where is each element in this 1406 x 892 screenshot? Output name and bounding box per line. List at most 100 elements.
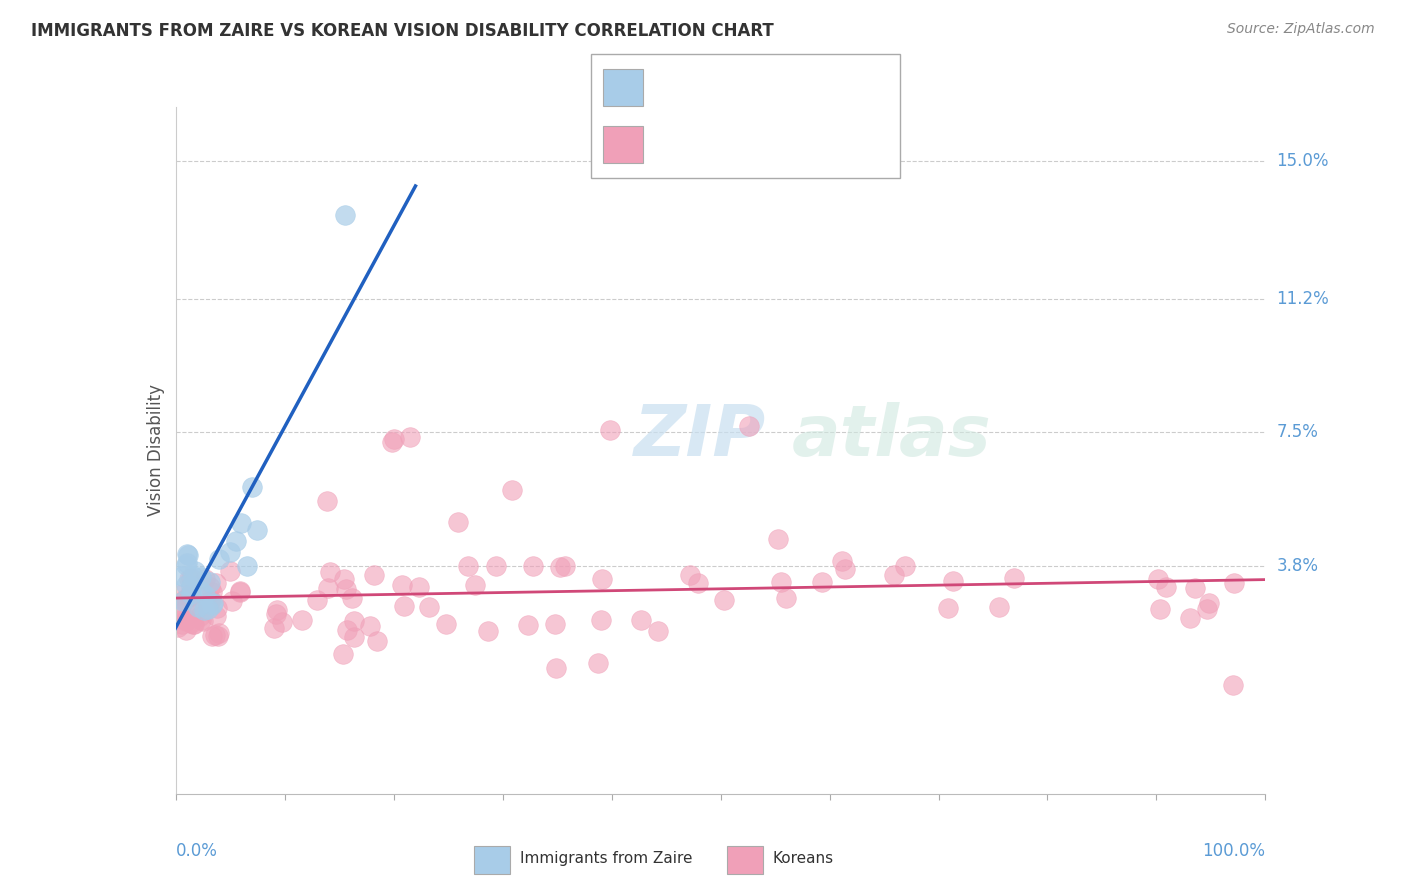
Text: 0.0%: 0.0% — [176, 842, 218, 860]
FancyBboxPatch shape — [474, 846, 509, 874]
Text: Koreans: Koreans — [773, 851, 834, 866]
Text: Source: ZipAtlas.com: Source: ZipAtlas.com — [1227, 22, 1375, 37]
Point — [399, 430, 422, 444]
Point — [200, 592, 222, 607]
Point — [359, 619, 381, 633]
Point — [172, 594, 194, 608]
Point — [190, 608, 212, 623]
Point — [1178, 611, 1201, 625]
Point — [340, 591, 363, 606]
Point — [544, 617, 567, 632]
Point — [180, 587, 202, 601]
Point — [485, 559, 508, 574]
Point — [179, 590, 201, 604]
FancyBboxPatch shape — [727, 846, 762, 874]
Point — [207, 629, 229, 643]
Point — [335, 582, 357, 597]
Point — [408, 580, 430, 594]
Point — [198, 594, 221, 608]
Point — [176, 547, 198, 561]
Point — [769, 574, 792, 589]
Point — [184, 564, 207, 578]
Point — [343, 630, 366, 644]
Point — [246, 523, 269, 537]
Point — [201, 598, 224, 612]
Point — [501, 483, 523, 497]
Point — [1222, 678, 1244, 692]
Point — [548, 560, 571, 574]
Point — [180, 571, 202, 585]
Point — [464, 578, 486, 592]
Point — [204, 609, 226, 624]
Point — [738, 418, 761, 433]
Point — [187, 599, 209, 614]
Point — [173, 592, 195, 607]
Point — [332, 572, 354, 586]
Point — [434, 616, 457, 631]
Point — [942, 574, 965, 589]
Point — [240, 480, 263, 494]
Point — [174, 614, 197, 628]
Point — [179, 587, 201, 601]
Point — [366, 633, 388, 648]
Point — [319, 565, 342, 579]
Point — [1154, 580, 1177, 594]
Text: IMMIGRANTS FROM ZAIRE VS KOREAN VISION DISABILITY CORRELATION CHART: IMMIGRANTS FROM ZAIRE VS KOREAN VISION D… — [31, 22, 773, 40]
Point — [225, 533, 247, 548]
Point — [266, 603, 288, 617]
Point — [190, 613, 212, 627]
Point — [169, 601, 191, 615]
Text: Immigrants from Zaire: Immigrants from Zaire — [520, 851, 692, 866]
Point — [170, 599, 193, 613]
Text: R =: R = — [658, 137, 692, 153]
Point — [522, 559, 544, 574]
Point — [228, 584, 250, 599]
Point — [219, 544, 242, 558]
Point — [1002, 571, 1025, 585]
Point — [382, 432, 405, 446]
Point — [235, 559, 257, 574]
Text: R =: R = — [658, 79, 692, 95]
Point — [188, 600, 211, 615]
FancyBboxPatch shape — [603, 69, 643, 106]
Point — [586, 656, 609, 670]
Text: atlas: atlas — [792, 402, 991, 471]
Y-axis label: Vision Disability: Vision Disability — [146, 384, 165, 516]
Point — [205, 575, 228, 590]
Point — [1184, 581, 1206, 595]
Point — [893, 558, 915, 573]
Point — [679, 567, 702, 582]
Point — [183, 568, 205, 582]
Point — [883, 568, 905, 582]
Point — [198, 580, 221, 594]
Point — [177, 548, 200, 562]
Point — [201, 596, 224, 610]
Point — [686, 576, 709, 591]
Point — [177, 572, 200, 586]
Point — [343, 614, 366, 628]
Point — [263, 622, 285, 636]
Point — [219, 564, 242, 578]
Point — [457, 559, 479, 574]
Point — [477, 624, 499, 638]
Point — [187, 600, 209, 615]
Point — [194, 588, 217, 602]
Point — [198, 574, 221, 589]
Point — [291, 613, 314, 627]
Text: ZIP: ZIP — [633, 402, 766, 471]
Point — [174, 623, 197, 637]
Text: N =: N = — [782, 79, 811, 95]
Point — [181, 616, 204, 631]
Point — [834, 562, 856, 576]
Text: 7.5%: 7.5% — [1277, 424, 1319, 442]
FancyBboxPatch shape — [591, 54, 900, 178]
Point — [176, 557, 198, 571]
Point — [231, 516, 253, 530]
Point — [170, 569, 193, 583]
Point — [647, 624, 669, 638]
Text: 11.2%: 11.2% — [1277, 290, 1329, 308]
Point — [599, 423, 621, 437]
Point — [1198, 596, 1220, 610]
Point — [335, 624, 357, 638]
Point — [204, 628, 226, 642]
